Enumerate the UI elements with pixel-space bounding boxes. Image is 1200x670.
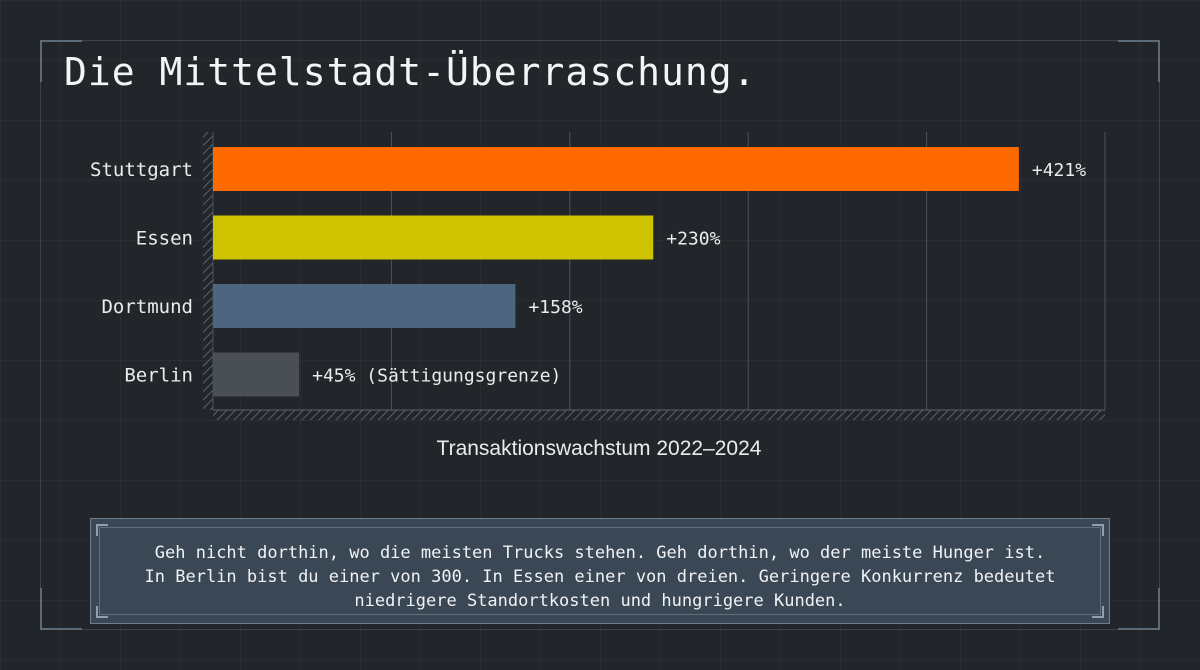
chart-title: Die Mittelstadt-Überraschung.: [64, 50, 757, 94]
frame-line-bottom: [80, 629, 1120, 630]
value-label: +421%: [1032, 160, 1086, 181]
bar: [213, 215, 654, 260]
caption-corner-top-right: [1092, 524, 1104, 536]
category-label: Stuttgart: [90, 159, 193, 181]
frame-corner-bottom-left: [40, 588, 82, 630]
frame-corner-bottom-right: [1118, 588, 1160, 630]
y-axis-hatch: [203, 132, 213, 410]
x-axis-label: Transaktionswachstum 2022–2024: [437, 437, 762, 460]
x-axis-hatch: [213, 410, 1105, 420]
caption-corner-bottom-left: [96, 606, 108, 618]
bar-chart: Stuttgart +421% Essen +230% Dortmund +158% Ber…: [90, 132, 1106, 460]
frame-line-top: [80, 40, 1120, 41]
category-label: Berlin: [124, 365, 193, 387]
caption-inner-frame: [96, 524, 1104, 618]
bar: [213, 352, 300, 397]
caption-corner-top-left: [96, 524, 108, 536]
caption-corner-bottom-right: [1092, 606, 1104, 618]
caption-line: In Berlin bist du einer von 300. In Esse…: [144, 567, 1056, 587]
bar: [213, 147, 1019, 191]
frame-line-left: [40, 80, 41, 590]
caption-line: Geh nicht dorthin, wo die meisten Trucks…: [154, 543, 1046, 563]
value-label: +45% (Sättigungsgrenze): [312, 366, 561, 387]
category-label: Dortmund: [101, 296, 193, 318]
frame-line-right: [1159, 80, 1160, 590]
frame-corner-top-right: [1118, 40, 1160, 82]
caption-line: niedrigere Standortkosten und hungrigere…: [354, 591, 846, 611]
caption-text: Geh nicht dorthin, wo die meisten Trucks…: [91, 541, 1109, 613]
caption-box: Geh nicht dorthin, wo die meisten Trucks…: [90, 518, 1110, 624]
value-label: +158%: [528, 297, 582, 318]
category-label: Essen: [136, 228, 193, 250]
value-label: +230%: [666, 229, 720, 250]
frame-corner-top-left: [40, 40, 82, 82]
bar: [213, 284, 516, 328]
